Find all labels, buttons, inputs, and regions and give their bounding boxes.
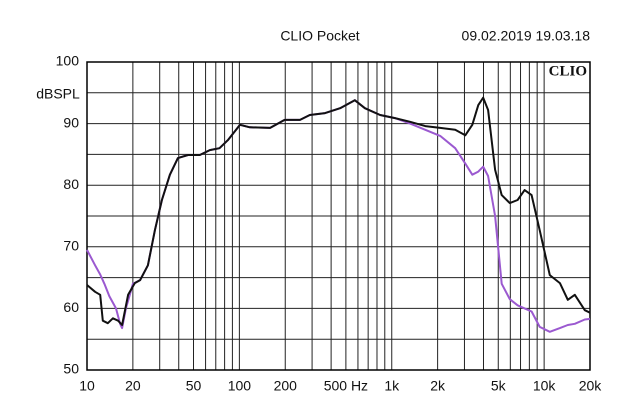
y-tick-label: 70: [63, 238, 79, 254]
x-tick-label: 2k: [430, 378, 446, 394]
y-axis-label: dBSPL: [36, 86, 80, 102]
y-tick-label: 50: [63, 361, 79, 377]
plot-frame: [86, 61, 591, 371]
x-tick-label: 100: [228, 378, 252, 394]
logo: CLIO: [549, 63, 587, 79]
chart-title: CLIO Pocket: [280, 28, 359, 44]
x-tick-label: 50: [186, 378, 202, 394]
x-tick-label: 200: [274, 378, 298, 394]
x-tick-label: 20k: [579, 378, 603, 394]
x-tick-label: 10k: [533, 378, 557, 394]
x-tick-label: 500 Hz: [324, 378, 368, 394]
x-tick-label: 5k: [491, 378, 507, 394]
logo-background: [546, 63, 589, 80]
y-tick-label: 80: [63, 176, 79, 192]
y-tick-label: 90: [63, 114, 79, 130]
series-line: [86, 96, 591, 326]
y-tick-label: 100: [56, 53, 80, 69]
x-tick-label: 1k: [384, 378, 400, 394]
x-tick-label: 10: [79, 378, 95, 394]
x-tick-label: 20: [125, 378, 141, 394]
timestamp: 09.02.2019 19.03.18: [462, 28, 591, 44]
y-tick-label: 60: [63, 299, 79, 315]
